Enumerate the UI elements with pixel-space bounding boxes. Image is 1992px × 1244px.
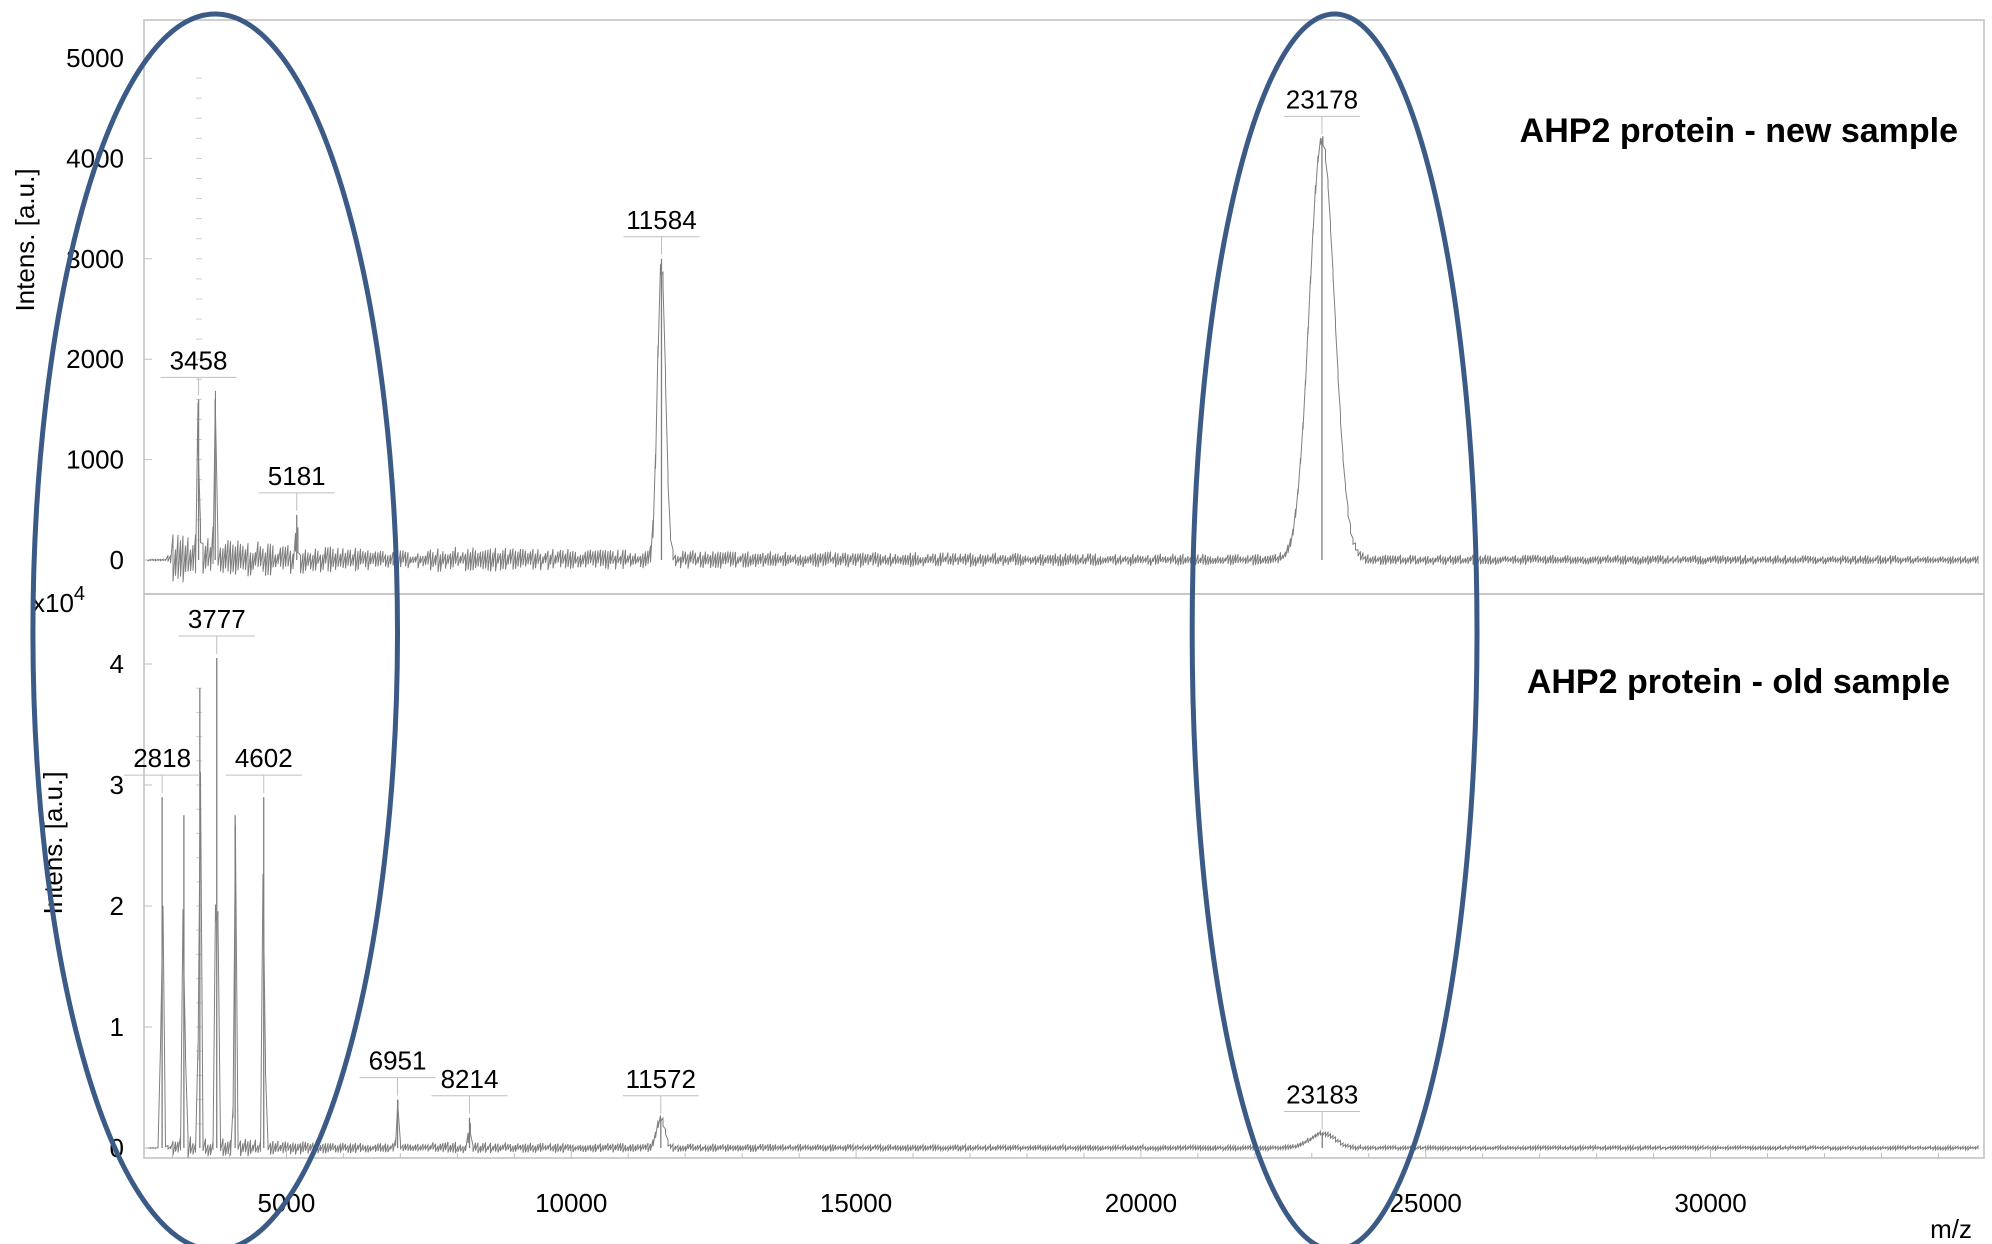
- y-multiplier-base: x10: [32, 588, 74, 618]
- y-tick-label: 3: [110, 770, 124, 800]
- x-axis: 5000 10000 15000 20000 25000 30000: [171, 1148, 1939, 1218]
- peak-label: 23183: [1286, 1079, 1358, 1109]
- bottom-spectrum-trace: [147, 772, 1979, 1158]
- y-tick-label: 1000: [66, 445, 124, 475]
- peak-label: 4602: [235, 743, 293, 773]
- peak-label: 11572: [626, 1064, 696, 1094]
- peak-label: 3458: [170, 345, 228, 375]
- x-tick-label: 15000: [820, 1188, 892, 1218]
- top-panel-title: AHP2 protein - new sample: [1520, 112, 1958, 150]
- bottom-panel-title: AHP2 protein - old sample: [1527, 663, 1950, 701]
- peak-label: 23178: [1286, 84, 1358, 114]
- peak-label: 6951: [369, 1046, 427, 1076]
- peak-label: 11584: [626, 205, 696, 235]
- y-tick-label: 1: [110, 1012, 124, 1042]
- peak-label: 8214: [441, 1064, 499, 1094]
- highlight-ellipse-low-mass-region: [30, 11, 400, 1244]
- y-tick-label: 0: [110, 545, 124, 575]
- bottom-panel-frame: [143, 593, 1985, 1159]
- peak-label: 2818: [133, 743, 191, 773]
- y-tick-label: 5000: [66, 43, 124, 73]
- x-tick-label: 10000: [535, 1188, 607, 1218]
- bottom-peak-labels: 3777 2818 4602 6951 8214 11572 23183: [124, 604, 1361, 1148]
- top-y-axis-label: Intens. [a.u.]: [10, 168, 40, 311]
- x-tick-label: 25000: [1390, 1188, 1462, 1218]
- top-peak-labels: 23178 11584 3458 5181: [160, 84, 1360, 560]
- y-multiplier-label: x104: [32, 583, 85, 618]
- highlight-ellipses: [30, 11, 1480, 1244]
- peak-label: 3777: [188, 604, 246, 634]
- peak-label: 5181: [268, 461, 326, 491]
- top-spectrum-trace: [147, 136, 1979, 583]
- x-tick-label: 20000: [1105, 1188, 1177, 1218]
- y-multiplier-exponent: 4: [74, 583, 85, 605]
- y-tick-label: 3000: [66, 244, 124, 274]
- y-tick-label: 2000: [66, 344, 124, 374]
- top-panel-frame: [143, 19, 1985, 595]
- highlight-ellipse-dimer-region: [1189, 11, 1480, 1244]
- y-tick-label: 2: [110, 891, 124, 921]
- y-tick-label: 4: [110, 649, 124, 679]
- x-tick-label: 30000: [1674, 1188, 1746, 1218]
- x-axis-label: m/z: [1930, 1214, 1972, 1244]
